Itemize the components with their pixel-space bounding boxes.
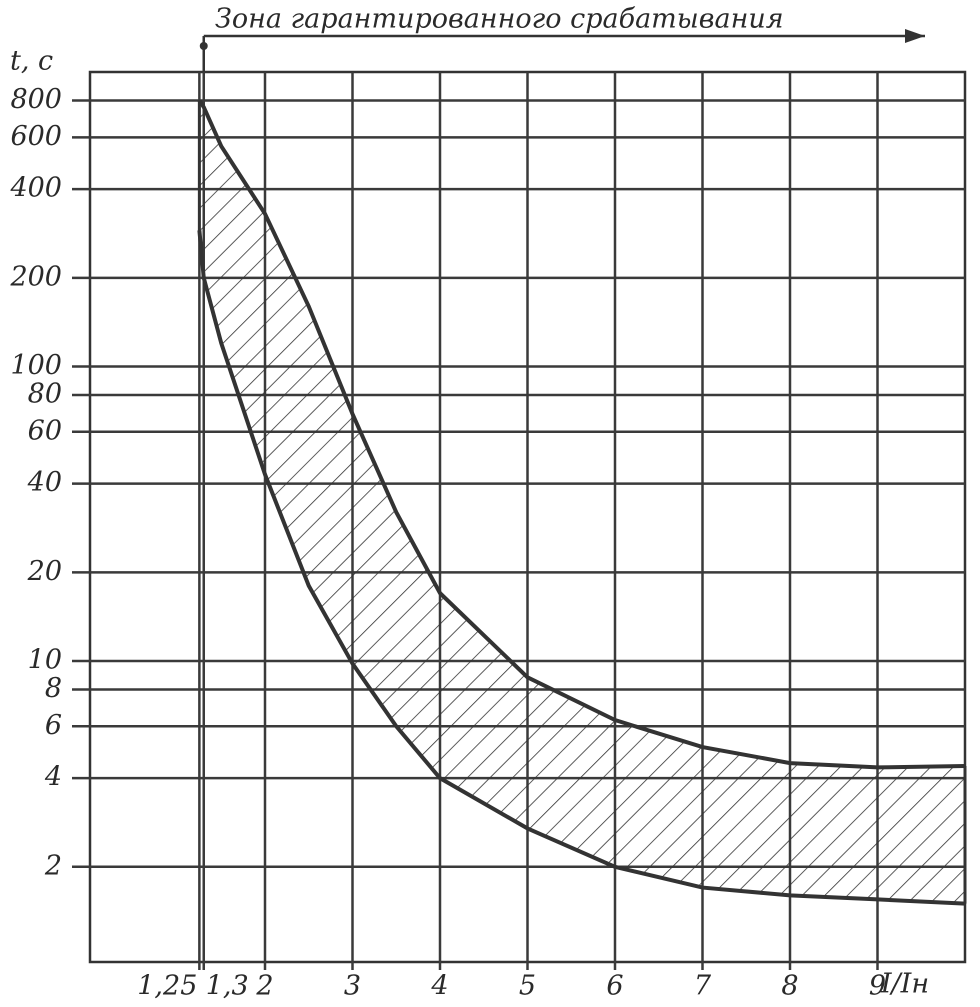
hatched-band <box>199 100 965 904</box>
band-boundary <box>197 99 966 770</box>
annotation-dot <box>199 42 208 50</box>
y-tick-label: 8 <box>45 673 62 704</box>
x-tick-label: 1,25 <box>137 971 197 1002</box>
x-tick-label: 7 <box>694 971 712 1002</box>
x-axis-label: I/Iн <box>880 969 929 1000</box>
y-tick-label: 400 <box>9 173 62 204</box>
x-tick-label: 3 <box>344 971 361 1002</box>
y-tick-label: 6 <box>45 710 62 741</box>
y-tick-label: 60 <box>28 415 62 446</box>
y-tick-label: 40 <box>27 467 62 498</box>
y-tick-label: 100 <box>10 350 62 381</box>
x-tick-label: 9 <box>869 971 886 1002</box>
x-tick-label: 4 <box>430 971 448 1002</box>
x-tick-label: 6 <box>606 971 623 1002</box>
y-tick-label: 80 <box>28 379 62 410</box>
y-tick-label: 200 <box>9 261 62 292</box>
x-tick-label: 8 <box>781 971 798 1002</box>
chart-title: Зона гарантированного срабатывания <box>215 4 784 35</box>
y-tick-label: 600 <box>10 121 62 152</box>
y-tick-label: 4 <box>44 762 62 793</box>
y-tick-label: 2 <box>44 850 62 881</box>
x-tick-label: 5 <box>519 971 536 1002</box>
band-boundary <box>197 230 966 906</box>
y-tick-label: 800 <box>10 84 62 115</box>
x-tick-label: 1,3 <box>206 971 249 1002</box>
y-tick-label: 20 <box>27 556 62 587</box>
arrow-head <box>905 29 925 43</box>
y-axis-label: t, с <box>10 46 53 77</box>
x-tick-label: 2 <box>255 971 273 1002</box>
y-tick-label: 10 <box>28 644 62 675</box>
